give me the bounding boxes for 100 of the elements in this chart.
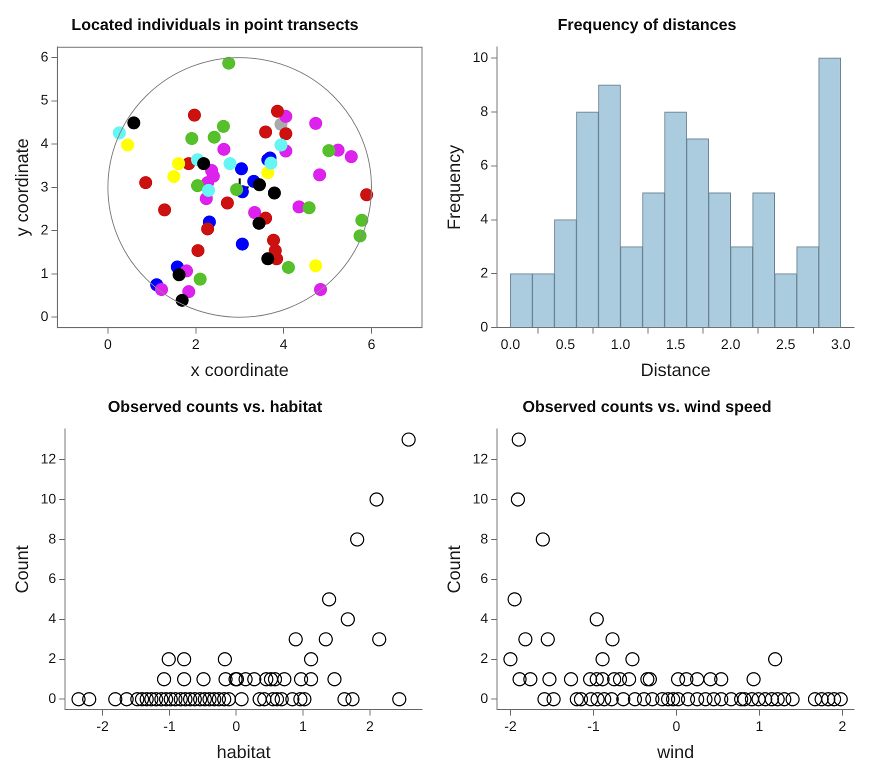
y-tick-label: 0: [48, 690, 56, 706]
point: [188, 108, 201, 122]
point: [259, 126, 272, 139]
y-tick-label: 2: [40, 222, 49, 238]
point: [194, 272, 207, 286]
chart-title: Frequency of distances: [558, 17, 736, 34]
point: [234, 162, 248, 176]
y-tick-label: 6: [480, 570, 488, 586]
point: [354, 229, 367, 242]
point: [208, 130, 221, 144]
point: [267, 234, 280, 247]
y-tick-label: 8: [480, 530, 488, 546]
y-tick-label: 2: [480, 264, 488, 281]
x-tick-label: 0: [104, 336, 112, 352]
point: [309, 116, 322, 130]
x-tick-label: 1: [299, 718, 308, 734]
x-tick-label: 0.5: [556, 336, 576, 352]
x-tick-label: 3.0: [831, 336, 851, 352]
x-tick-label: -1: [163, 718, 176, 734]
y-tick-label: 4: [480, 610, 488, 626]
x-axis-title: habitat: [216, 742, 271, 762]
y-tick-label: 2: [48, 650, 56, 666]
x-tick-label: -2: [504, 718, 517, 734]
y-tick-label: 4: [480, 210, 488, 227]
point: [216, 120, 230, 133]
y-tick-label: 12: [472, 450, 488, 466]
x-tick-label: 0.0: [500, 336, 520, 352]
x-tick-label: 2: [838, 718, 846, 734]
point: [282, 260, 295, 274]
y-tick-label: 10: [40, 490, 56, 506]
point: [176, 294, 189, 307]
point: [197, 157, 210, 170]
point: [158, 203, 172, 216]
point: [112, 126, 126, 140]
point: [222, 56, 236, 70]
point: [155, 283, 168, 296]
chart-title: Observed counts vs. wind speed: [522, 399, 772, 416]
x-tick-label: 6: [368, 336, 376, 352]
y-tick-label: 4: [48, 610, 56, 626]
x-tick-label: 1.0: [610, 336, 630, 352]
point: [191, 244, 204, 258]
point: [302, 201, 316, 214]
y-tick-label: 2: [480, 650, 488, 666]
y-tick-label: 10: [472, 48, 488, 65]
point: [191, 179, 204, 192]
chart-title: Observed counts vs. habitat: [108, 399, 323, 416]
x-tick-label: 0: [672, 718, 681, 734]
y-tick-label: 5: [40, 92, 49, 108]
point: [360, 188, 374, 202]
point: [139, 176, 152, 190]
y-axis-title: Frequency: [444, 144, 464, 230]
y-tick-label: 1: [40, 264, 49, 281]
point: [127, 116, 140, 130]
y-tick-label: 0: [40, 308, 49, 324]
x-tick-label: 1.5: [666, 336, 686, 352]
y-tick-label: 8: [48, 530, 56, 546]
point: [220, 196, 234, 210]
x-tick-label: -1: [587, 718, 600, 734]
point: [270, 104, 284, 118]
point: [355, 214, 368, 227]
chart-title: Located individuals in point transects: [71, 17, 359, 34]
x-axis-title: x coordinate: [190, 360, 289, 380]
point: [236, 238, 249, 251]
y-tick-label: 10: [472, 490, 488, 506]
x-axis-title: Distance: [640, 360, 711, 380]
point: [252, 178, 266, 192]
point: [274, 138, 288, 152]
y-tick-label: 0: [480, 318, 488, 334]
point: [182, 285, 196, 298]
point: [121, 138, 134, 152]
point: [217, 142, 230, 156]
y-tick-label: 0: [480, 690, 488, 706]
point: [201, 222, 214, 236]
point: [248, 206, 262, 219]
y-tick-label: 8: [480, 102, 488, 119]
point: [172, 157, 186, 170]
point: [268, 186, 281, 200]
x-tick-label: 2: [192, 336, 200, 352]
x-tick-label: 1: [756, 718, 764, 734]
x-tick-label: 0: [232, 718, 240, 734]
point: [185, 132, 198, 146]
point: [261, 252, 274, 266]
point: [230, 183, 244, 196]
point: [167, 170, 180, 184]
y-axis-title: y coordinate: [12, 138, 32, 236]
y-axis-title: Count: [12, 545, 32, 594]
point: [322, 144, 336, 158]
x-tick-label: 2.5: [776, 336, 796, 352]
x-tick-label: 2.0: [720, 336, 741, 352]
y-tick-label: 3: [40, 178, 49, 194]
point: [252, 216, 266, 230]
point: [224, 157, 237, 170]
point: [309, 259, 322, 272]
y-axis-title: Count: [444, 545, 464, 594]
y-tick-label: 6: [480, 156, 488, 173]
point: [314, 283, 328, 296]
y-tick-label: 12: [40, 450, 56, 466]
point: [264, 156, 278, 170]
point: [202, 184, 216, 197]
point: [344, 150, 358, 164]
